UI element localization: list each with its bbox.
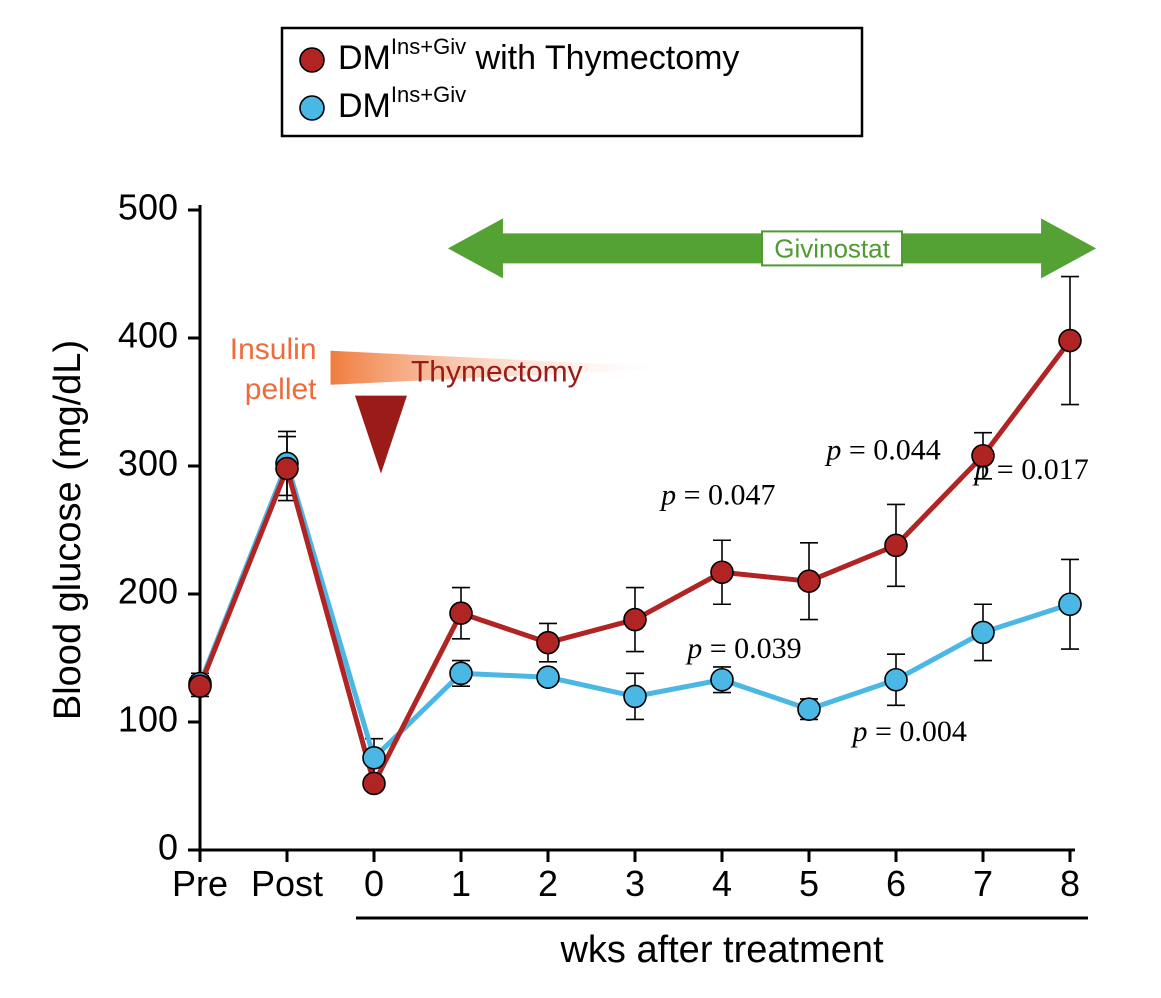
series-marker-no_thymectomy xyxy=(1059,593,1081,615)
series-marker-no_thymectomy xyxy=(972,621,994,643)
x-tick-label: Pre xyxy=(172,863,228,904)
series-marker-no_thymectomy xyxy=(363,747,385,769)
x-tick-label: 5 xyxy=(799,863,819,904)
series-marker-thymectomy xyxy=(276,458,298,480)
x-tick-label: 6 xyxy=(886,863,906,904)
x-tick-label: 1 xyxy=(451,863,471,904)
series-marker-thymectomy xyxy=(624,609,646,631)
series-marker-no_thymectomy xyxy=(624,685,646,707)
chart-root: { "chart": { "type": "line_with_markers"… xyxy=(0,0,1161,998)
series-marker-no_thymectomy xyxy=(711,669,733,691)
series-marker-no_thymectomy xyxy=(798,698,820,720)
y-tick-label: 100 xyxy=(118,699,178,740)
y-axis-label: Blood glucose (mg/dL) xyxy=(47,340,89,720)
series-marker-thymectomy xyxy=(189,675,211,697)
legend-marker xyxy=(300,96,324,120)
x-tick-label: 8 xyxy=(1060,863,1080,904)
x-axis-label: wks after treatment xyxy=(559,929,884,971)
p-value-label: p = 0.047 xyxy=(659,478,775,511)
series-marker-no_thymectomy xyxy=(885,669,907,691)
insulin-pellet-label: pellet xyxy=(245,373,317,406)
series-marker-thymectomy xyxy=(711,561,733,583)
series-marker-thymectomy xyxy=(537,632,559,654)
series-marker-thymectomy xyxy=(450,602,472,624)
x-tick-label: 0 xyxy=(364,863,384,904)
y-tick-label: 300 xyxy=(118,443,178,484)
thymectomy-label: Thymectomy xyxy=(411,356,583,389)
x-tick-label: 7 xyxy=(973,863,993,904)
p-value-label: p = 0.017 xyxy=(972,453,1088,486)
series-marker-thymectomy xyxy=(798,570,820,592)
chart-svg: 0 100 200 300 400 500 Blood glucose (mg/dL) Pre… xyxy=(0,0,1161,998)
series-marker-no_thymectomy xyxy=(450,662,472,684)
series-marker-thymectomy xyxy=(885,534,907,556)
series-marker-thymectomy xyxy=(1059,330,1081,352)
givinostat-label: Givinostat xyxy=(774,233,890,263)
thymectomy-triangle-icon xyxy=(355,396,407,474)
p-value-label: p = 0.044 xyxy=(824,434,940,467)
p-value-label: p = 0.039 xyxy=(685,632,801,665)
series-marker-thymectomy xyxy=(363,772,385,794)
x-tick-label: 4 xyxy=(712,863,732,904)
insulin-pellet-label: Insulin xyxy=(230,333,317,366)
y-tick-label: 500 xyxy=(118,187,178,228)
y-tick-label: 200 xyxy=(118,571,178,612)
p-value-label: p = 0.004 xyxy=(851,715,967,748)
series-marker-no_thymectomy xyxy=(537,666,559,688)
y-tick-label: 0 xyxy=(158,827,178,868)
x-tick-label: 3 xyxy=(625,863,645,904)
x-tick-label: Post xyxy=(251,863,323,904)
x-tick-label: 2 xyxy=(538,863,558,904)
y-tick-label: 400 xyxy=(118,315,178,356)
legend-marker xyxy=(300,48,324,72)
